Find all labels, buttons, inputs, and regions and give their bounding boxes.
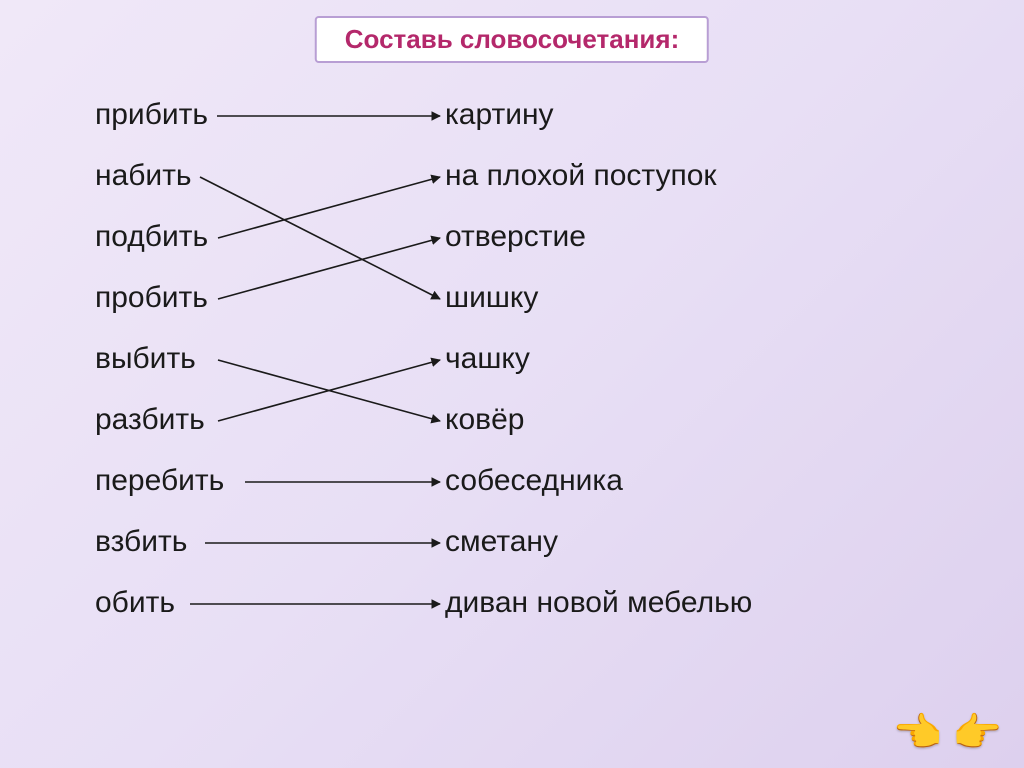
left-word: взбить <box>95 527 187 557</box>
left-word: разбить <box>95 405 205 435</box>
right-word: на плохой поступок <box>445 161 717 191</box>
right-word: шишку <box>445 283 538 313</box>
left-word: выбить <box>95 344 196 374</box>
right-word: чашку <box>445 344 530 374</box>
left-word: набить <box>95 161 192 191</box>
right-word: сметану <box>445 527 558 557</box>
left-word: обить <box>95 588 175 618</box>
right-word: картину <box>445 100 554 130</box>
left-word: прибить <box>95 100 208 130</box>
right-word: отверстие <box>445 222 586 252</box>
left-word: пробить <box>95 283 208 313</box>
left-word: перебить <box>95 466 224 496</box>
columns-container: прибить набить подбить пробить выбить разбить… <box>0 100 1024 698</box>
right-word: собеседника <box>445 466 623 496</box>
right-word: диван новой мебелью <box>445 588 752 618</box>
left-word: подбить <box>95 222 208 252</box>
prev-hand-icon[interactable]: 👉 <box>894 709 944 756</box>
next-hand-icon[interactable]: 👉 <box>952 709 1002 756</box>
title-box: Составь словосочетания: <box>315 16 709 63</box>
title-text: Составь словосочетания: <box>345 24 679 54</box>
right-word: ковёр <box>445 405 524 435</box>
